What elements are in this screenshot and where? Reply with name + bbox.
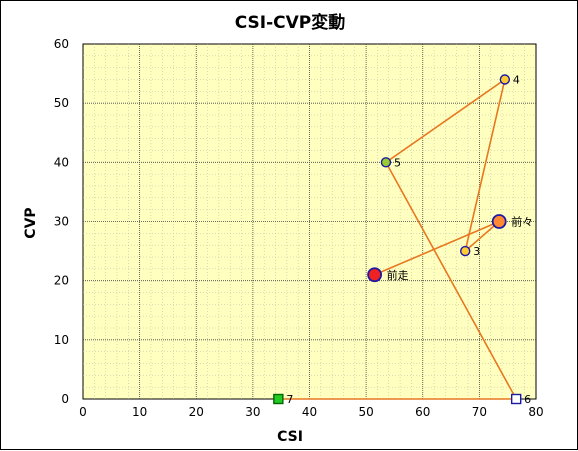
grid-lines xyxy=(83,44,536,399)
data-point xyxy=(460,245,471,257)
data-point xyxy=(510,393,522,405)
y-axis-ticks: 0 10 20 30 40 50 60 xyxy=(54,37,69,406)
y-tick-label: 10 xyxy=(54,333,69,347)
point-label: 7 xyxy=(286,393,293,406)
y-tick-label: 50 xyxy=(54,96,69,110)
y-tick-label: 0 xyxy=(61,392,69,406)
data-point xyxy=(380,157,392,168)
x-tick-label: 40 xyxy=(302,405,317,419)
point-label: 前々 xyxy=(511,215,533,229)
x-tick-label: 0 xyxy=(79,405,87,419)
chart-title: CSI-CVP変動 xyxy=(235,12,346,33)
data-point xyxy=(273,393,284,405)
point-label: 4 xyxy=(513,74,520,87)
y-tick-label: 40 xyxy=(54,155,69,169)
x-axis-title: CSI xyxy=(277,429,303,445)
x-axis-ticks: 0 10 20 30 40 50 60 70 80 xyxy=(79,405,543,419)
y-tick-label: 30 xyxy=(54,215,69,229)
x-tick-label: 10 xyxy=(132,405,147,419)
data-points xyxy=(273,74,522,405)
y-tick-label: 60 xyxy=(54,37,69,51)
x-tick-label: 70 xyxy=(472,405,487,419)
data-point xyxy=(367,267,383,283)
x-tick-label: 60 xyxy=(415,405,430,419)
x-tick-label: 50 xyxy=(358,405,373,419)
point-label: 5 xyxy=(394,156,401,169)
x-tick-label: 80 xyxy=(528,405,543,419)
y-axis-title: CVP xyxy=(23,207,39,238)
data-point xyxy=(499,74,511,85)
point-label: 3 xyxy=(473,245,480,258)
point-label: 前走 xyxy=(387,268,409,282)
x-tick-label: 20 xyxy=(189,405,204,419)
point-label: 6 xyxy=(524,393,531,406)
data-point xyxy=(491,214,507,229)
y-tick-label: 20 xyxy=(54,274,69,288)
x-tick-label: 30 xyxy=(245,405,260,419)
